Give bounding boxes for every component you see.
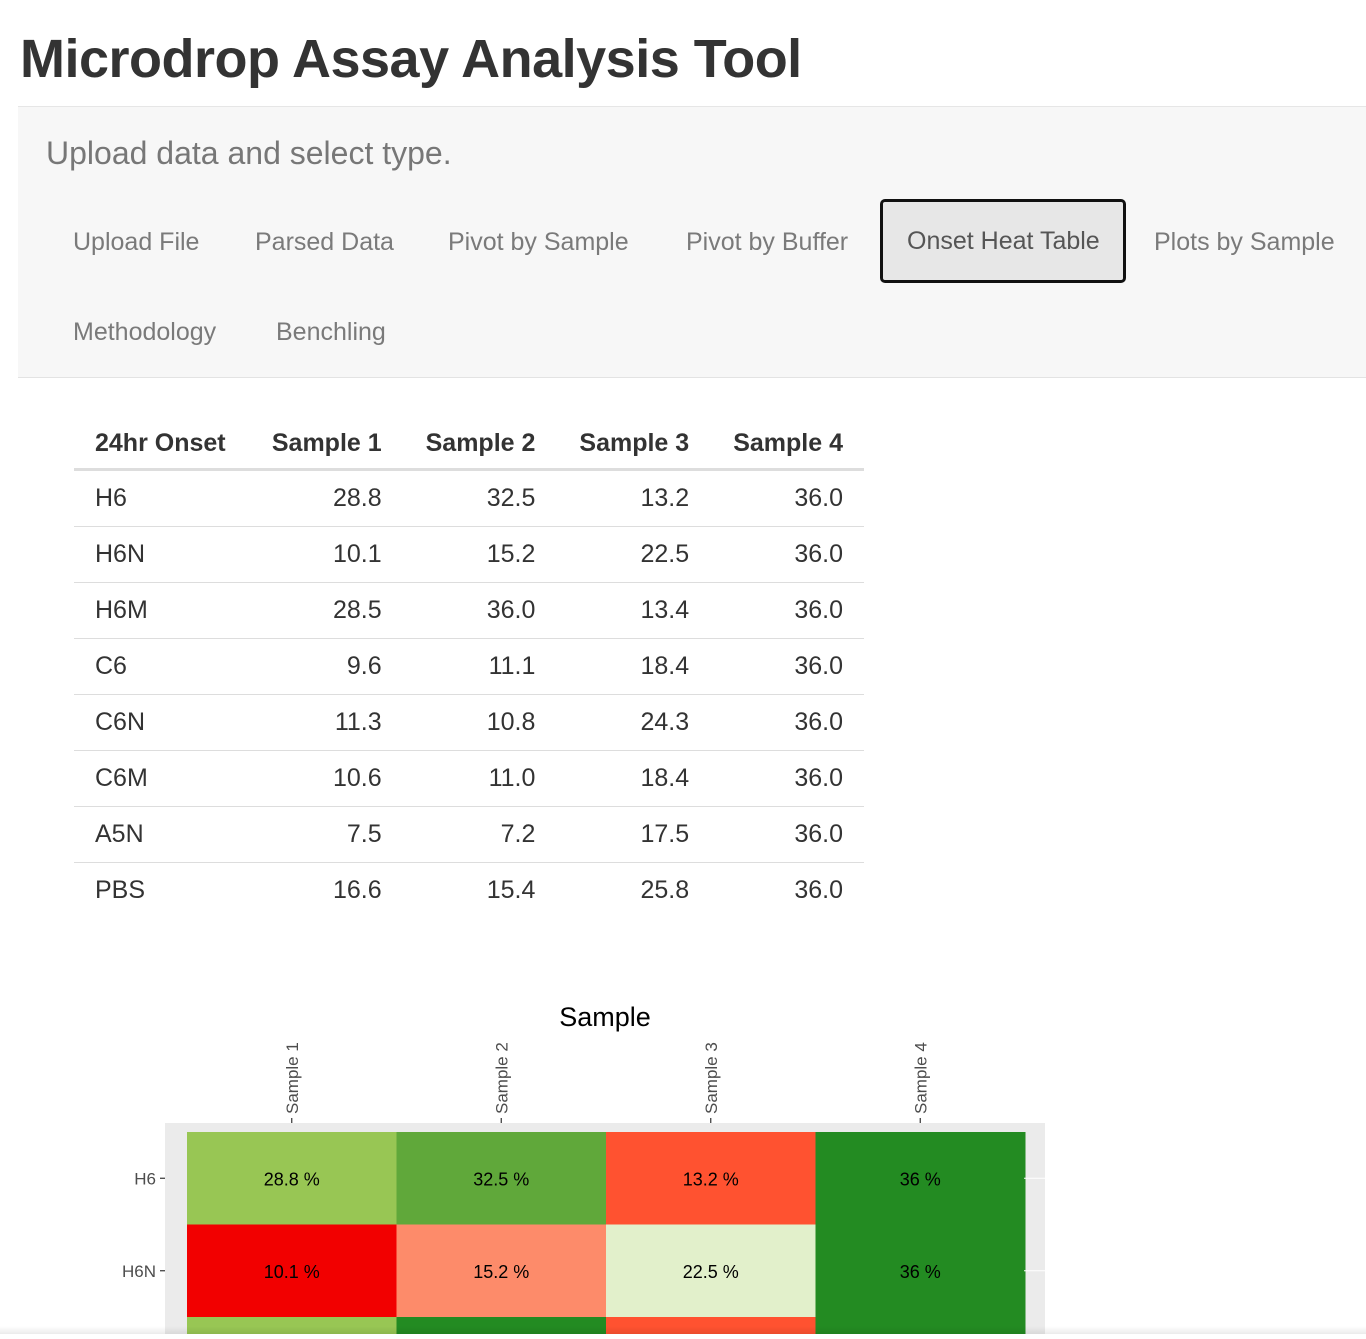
table-cell: 18.4 bbox=[556, 638, 711, 695]
table-cell: 36.0 bbox=[710, 469, 864, 527]
table-cell: H6M bbox=[74, 582, 249, 639]
table-cell: 24.3 bbox=[556, 694, 711, 751]
y-tick-label: H6N bbox=[122, 1262, 156, 1281]
heatmap-title: Sample bbox=[559, 1002, 651, 1032]
column-header: Sample 1 bbox=[248, 418, 403, 471]
table-row: H6N 10.1 15.2 22.5 36.0 bbox=[74, 526, 864, 583]
table-cell: 15.2 bbox=[402, 526, 557, 583]
tab-onset-heat-table[interactable]: Onset Heat Table bbox=[880, 199, 1126, 283]
heatmap-cell bbox=[606, 1132, 816, 1225]
table-row: H6M 28.5 36.0 13.4 36.0 bbox=[74, 582, 864, 639]
table-cell: 36.0 bbox=[710, 694, 864, 751]
x-tick-label: Sample 2 bbox=[492, 1042, 511, 1114]
table-row: C6N 11.3 10.8 24.3 36.0 bbox=[74, 694, 864, 751]
table-cell: 25.8 bbox=[640, 876, 690, 904]
table-cell: 36.0 bbox=[710, 638, 864, 695]
table-cell: 16.6 bbox=[332, 876, 382, 904]
table-cell: 36.0 bbox=[710, 526, 864, 583]
table-cell: 13.2 bbox=[556, 469, 711, 527]
app-title: Microdrop Assay Analysis Tool bbox=[20, 29, 802, 89]
heatmap-cell bbox=[187, 1132, 397, 1225]
table-cell: 36.0 bbox=[710, 582, 864, 639]
heatmap-cell bbox=[396, 1224, 607, 1318]
x-tick-label: Sample 1 bbox=[283, 1042, 302, 1114]
table-cell: 11.0 bbox=[402, 750, 557, 807]
heatmap-cell bbox=[606, 1224, 816, 1318]
x-tick-label: Sample 4 bbox=[911, 1042, 930, 1114]
column-header: Sample 3 bbox=[556, 418, 711, 471]
column-header: Sample 4 bbox=[710, 418, 864, 471]
heatmap-cell bbox=[815, 1132, 1026, 1225]
table-cell: 36.0 bbox=[794, 876, 843, 904]
onset-table: 24hr Onset Sample 1 Sample 2 Sample 3 Sa… bbox=[74, 418, 864, 918]
table-row: PBS 16.6 15.4 25.8 36.0 bbox=[74, 863, 864, 919]
table-cell: 7.5 bbox=[248, 806, 403, 863]
table-row: H6 28.8 32.5 13.2 36.0 bbox=[74, 469, 864, 527]
table-cell: C6M bbox=[74, 750, 249, 807]
table-cell: H6 bbox=[74, 469, 249, 527]
table-cell: 7.2 bbox=[402, 806, 557, 863]
table-cell: 17.5 bbox=[556, 806, 711, 863]
tab-upload-file[interactable]: Upload File bbox=[73, 228, 200, 256]
table-cell: 36.0 bbox=[710, 750, 864, 807]
table-row: A5N 7.5 7.2 17.5 36.0 bbox=[74, 806, 864, 863]
cell-label: 13.2 % bbox=[683, 1169, 739, 1189]
table-cell: 9.6 bbox=[248, 638, 403, 695]
heatmap-plot: Sample Sample 1 Sample 2 Sample 3 Sample 4 H6… bbox=[0, 990, 1366, 1339]
tab-parsed-data[interactable]: Parsed Data bbox=[255, 228, 394, 256]
heatmap-cell bbox=[815, 1224, 1026, 1318]
y-tick-label: H6 bbox=[134, 1169, 156, 1188]
table-cell: 10.6 bbox=[248, 750, 403, 807]
table-cell: 28.8 bbox=[248, 469, 403, 527]
table-cell: 32.5 bbox=[402, 469, 557, 527]
table-cell: 28.5 bbox=[248, 582, 403, 639]
table-cell: 18.4 bbox=[556, 750, 711, 807]
table-cell: C6 bbox=[74, 638, 249, 695]
cell-label: 28.8 % bbox=[264, 1169, 320, 1189]
tab-pivot-by-buffer[interactable]: Pivot by Buffer bbox=[686, 228, 849, 256]
column-header: 24hr Onset bbox=[74, 418, 249, 471]
cell-label: 10.1 % bbox=[264, 1262, 320, 1282]
table-cell: 10.1 bbox=[248, 526, 403, 583]
table-row: C6M 10.6 11.0 18.4 36.0 bbox=[74, 750, 864, 807]
instructions-text: Upload data and select type. bbox=[46, 135, 452, 171]
cell-label: 36 % bbox=[900, 1262, 941, 1282]
table-cell: 36.0 bbox=[402, 582, 557, 639]
cell-label: 15.2 % bbox=[473, 1262, 529, 1282]
table-row: C6 9.6 11.1 18.4 36.0 bbox=[74, 638, 864, 695]
heatmap-svg: Sample Sample 1 Sample 2 Sample 3 Sample 4 H6… bbox=[122, 1002, 1045, 1339]
cell-label: 32.5 % bbox=[473, 1169, 529, 1189]
table-cell: 22.5 bbox=[556, 526, 711, 583]
table-cell: 11.3 bbox=[248, 694, 403, 751]
table-cell: 10.8 bbox=[402, 694, 557, 751]
page-bottom-edge bbox=[0, 1326, 1366, 1334]
heatmap-cell bbox=[187, 1224, 397, 1318]
heatmap-cell bbox=[396, 1132, 607, 1225]
column-header: Sample 2 bbox=[402, 418, 557, 471]
table-cell: 13.4 bbox=[556, 582, 711, 639]
tab-methodology[interactable]: Methodology bbox=[73, 318, 217, 346]
table-header-row: 24hr Onset Sample 1 Sample 2 Sample 3 Sa… bbox=[74, 418, 864, 471]
table-cell: C6N bbox=[74, 694, 249, 751]
tab-pivot-by-sample[interactable]: Pivot by Sample bbox=[448, 228, 629, 256]
sidebar-panel: Upload data and select type. bbox=[18, 106, 1366, 378]
x-tick-label: Sample 3 bbox=[702, 1042, 721, 1114]
table-cell: PBS bbox=[95, 876, 146, 904]
table-cell: H6N bbox=[74, 526, 249, 583]
tab-plots-by-sample[interactable]: Plots by Sample bbox=[1154, 228, 1335, 256]
table-cell: 36.0 bbox=[710, 806, 864, 863]
table-cell: 11.1 bbox=[402, 638, 557, 695]
cell-label: 36 % bbox=[900, 1169, 941, 1189]
table-cell: A5N bbox=[74, 806, 249, 863]
table-cell: 15.4 bbox=[486, 876, 536, 904]
cell-label: 22.5 % bbox=[683, 1262, 739, 1282]
tab-benchling[interactable]: Benchling bbox=[276, 318, 386, 346]
